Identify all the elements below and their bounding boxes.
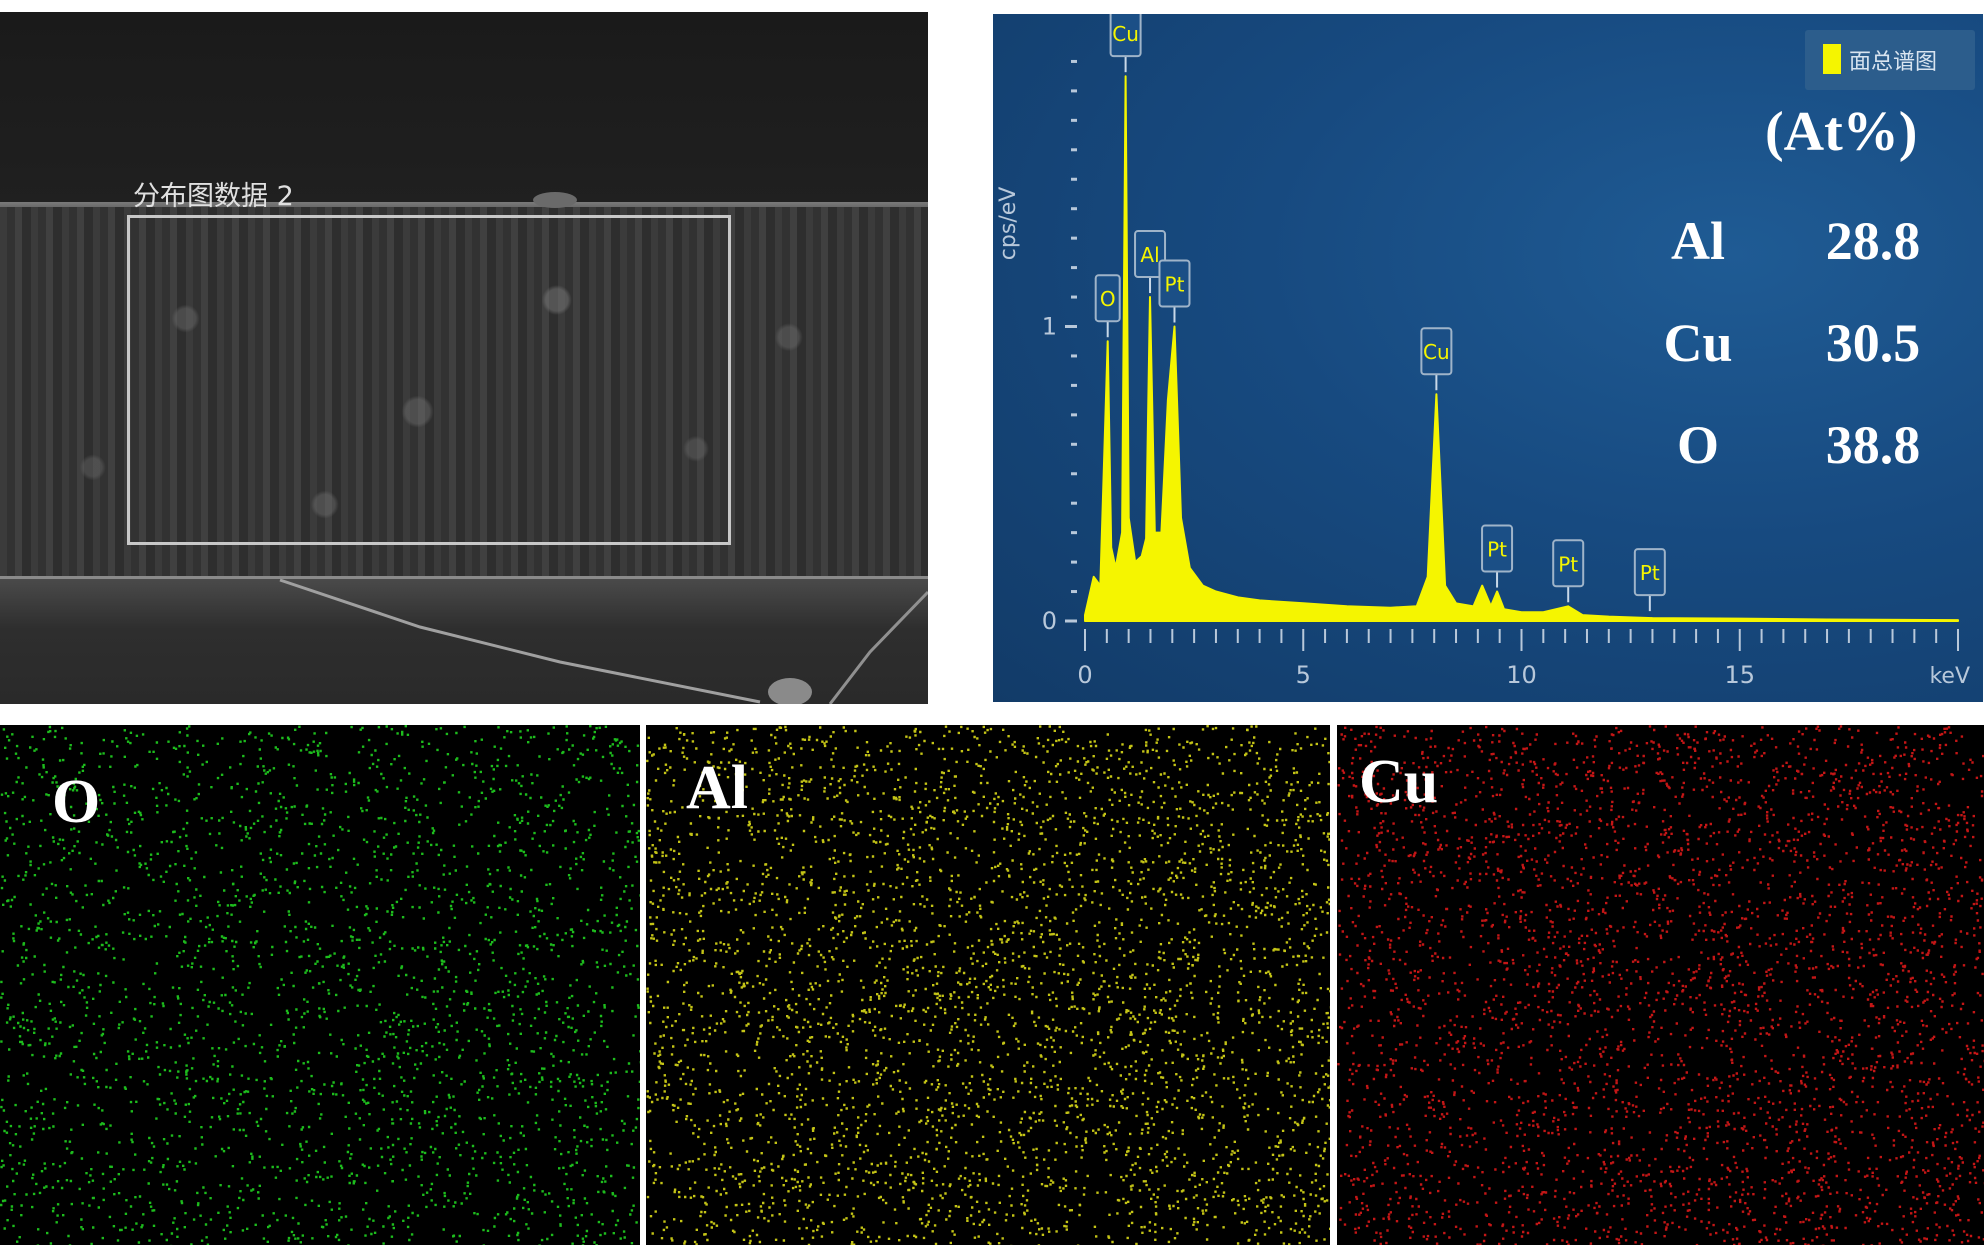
composition-value: 38.8 [1825, 415, 1921, 475]
peak-label-text: Al [1140, 243, 1159, 267]
composition-row-cu: Cu 30.5 [1613, 312, 1973, 382]
composition-row-al: Al 28.8 [1613, 210, 1973, 280]
peak-label: Pt [1633, 548, 1666, 612]
element-map-al: Al [646, 725, 1330, 1245]
map-label-al: Al [686, 754, 748, 822]
composition-row-o: O 38.8 [1613, 414, 1973, 484]
x-axis-label: keV [1929, 664, 1970, 689]
legend-label: 面总谱图 [1849, 50, 1938, 75]
map-dots-al [646, 725, 1330, 1245]
map-label-cu: Cu [1359, 748, 1439, 816]
peak-label: Pt [1158, 259, 1191, 323]
peak-label: Cu [1109, 14, 1142, 73]
spectrum-series-area [1084, 75, 1959, 622]
y-axis-label: cps/eV [996, 187, 1021, 261]
composition-value: 28.8 [1825, 211, 1921, 271]
peak-label-text: Cu [1112, 22, 1139, 46]
peak-label-text: O [1100, 287, 1116, 311]
sem-background [0, 12, 928, 212]
sem-substrate-edge [0, 576, 928, 580]
y-tick-label: 0 [1042, 607, 1057, 635]
sem-film-layer [0, 207, 928, 579]
peak-label-text: Pt [1487, 538, 1507, 562]
composition-unit: (At%) [1765, 101, 1918, 163]
x-tick-label: 10 [1506, 661, 1537, 689]
peak-label: Al [1134, 230, 1167, 294]
composition-element: Al [1671, 211, 1725, 271]
peak-label-text: Pt [1640, 561, 1660, 585]
peak-label-text: Cu [1423, 340, 1450, 364]
y-tick-label: 1 [1042, 313, 1057, 341]
peak-label-text: Pt [1558, 552, 1578, 576]
composition-value: 30.5 [1825, 313, 1921, 373]
peak-label: Pt [1552, 539, 1585, 603]
composition-element: Cu [1663, 313, 1733, 373]
composition-element: O [1676, 415, 1719, 475]
legend: 面总谱图 [1805, 30, 1975, 90]
x-tick-label: 0 [1077, 661, 1092, 689]
peak-label: O [1094, 274, 1121, 338]
spectrum-axes: 0 5 10 15 0 1 keV cps/eV [996, 59, 1970, 689]
map-signal-dots [646, 725, 1330, 1245]
sem-image: 分布图数据 2 [0, 12, 928, 704]
peak-label: Cu [1420, 327, 1453, 391]
x-tick-label: 15 [1724, 661, 1755, 689]
element-map-cu: Cu [1337, 725, 1984, 1245]
map-label-o: O [52, 768, 101, 836]
legend-swatch [1823, 44, 1841, 74]
sem-selection-box [127, 215, 731, 545]
sem-crack-lines [279, 192, 928, 704]
x-tick-label: 5 [1296, 661, 1311, 689]
peak-label-text: Pt [1165, 273, 1185, 297]
eds-spectrum-chart: 0 5 10 15 0 1 keV cps/eV Cu O Al Pt Cu Pt Pt Pt 面总谱图 (… [993, 14, 1983, 702]
peak-label: Pt [1481, 524, 1514, 588]
element-map-o: O [0, 725, 640, 1245]
sem-region-label: 分布图数据 2 [133, 181, 294, 212]
spectrum-series [1084, 75, 1959, 622]
